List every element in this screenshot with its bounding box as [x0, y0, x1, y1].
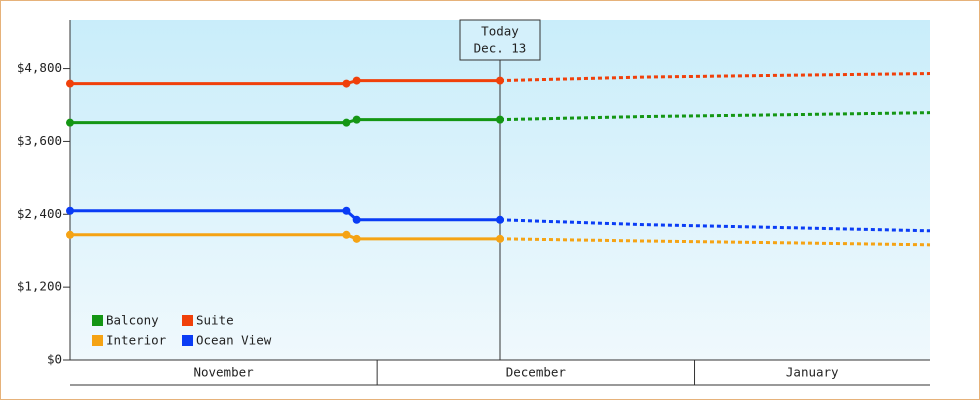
today-label: Today: [481, 24, 519, 39]
legend-label: Balcony: [106, 313, 159, 328]
point: [66, 118, 74, 127]
y-tick-label: $1,200: [17, 279, 62, 294]
legend-swatch: [92, 315, 103, 326]
point: [342, 206, 351, 215]
legend-label: Interior: [106, 333, 167, 348]
y-tick-label: $2,400: [17, 206, 62, 221]
y-tick-label: $0: [47, 352, 62, 367]
point: [66, 79, 74, 88]
point: [352, 115, 361, 124]
legend-swatch: [92, 335, 103, 346]
forecast-line: [499, 111, 931, 122]
point: [66, 230, 74, 239]
month-label: January: [786, 365, 839, 380]
point: [342, 230, 351, 239]
month-label: November: [193, 365, 254, 380]
history-line: [70, 233, 500, 241]
point: [496, 234, 504, 243]
history-line: [70, 209, 500, 222]
legend-label: Suite: [196, 313, 234, 328]
history-line: [70, 118, 500, 125]
forecast-line: [499, 237, 931, 247]
today-date: Dec. 13: [474, 41, 527, 56]
forecast-line: [499, 218, 931, 233]
y-tick-label: $4,800: [17, 60, 62, 75]
point: [496, 115, 504, 124]
point: [342, 79, 351, 88]
point: [496, 215, 504, 224]
point: [496, 76, 504, 85]
legend-label: Ocean View: [196, 333, 272, 348]
legend-swatch: [182, 315, 193, 326]
history-line: [70, 79, 500, 86]
point: [66, 206, 74, 215]
today-box: [459, 19, 541, 61]
point: [352, 234, 361, 243]
point: [352, 215, 361, 224]
month-label: December: [506, 365, 567, 380]
legend-swatch: [182, 335, 193, 346]
y-tick-label: $3,600: [17, 133, 62, 148]
point: [352, 76, 361, 85]
point: [342, 118, 351, 127]
forecast-line: [499, 72, 931, 83]
